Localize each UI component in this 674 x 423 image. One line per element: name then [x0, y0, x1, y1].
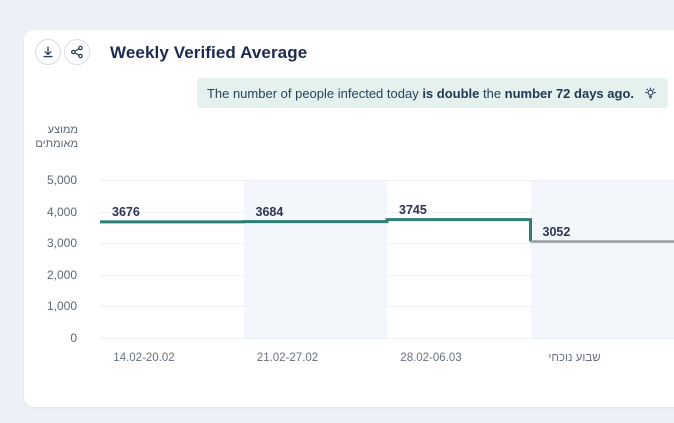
data-label: 3676: [112, 204, 140, 219]
data-label: 3684: [255, 204, 284, 219]
share-icon: [70, 45, 84, 59]
gridline: [100, 306, 674, 308]
y-tick-label: 5,000: [46, 173, 77, 187]
x-axis-label: 14.02-20.02: [113, 352, 175, 364]
step-line: [100, 218, 532, 242]
gridline: [100, 243, 674, 245]
chart-area: [100, 180, 674, 339]
gridline: [100, 211, 674, 213]
gridline: [100, 338, 674, 339]
insight-text-bold: number 72 days ago.: [504, 85, 634, 101]
plot-band: [530, 180, 674, 338]
download-icon: [41, 45, 55, 59]
plot-band: [243, 180, 387, 338]
insight-text: The number of people infected today: [206, 85, 423, 101]
y-tick-label: 3,000: [46, 236, 77, 251]
chart-card: Weekly Verified Average The number of pe…: [24, 30, 674, 407]
y-tick-label: 4,000: [46, 204, 77, 219]
insight-text-bold: is double: [422, 85, 480, 101]
y-tick-label: 0: [70, 331, 77, 345]
download-button[interactable]: [35, 39, 61, 65]
chart-title: Weekly Verified Average: [110, 43, 308, 62]
gridline: [100, 180, 674, 181]
share-button[interactable]: [64, 39, 90, 65]
insight-note: The number of people infected today is d…: [197, 78, 668, 108]
y-tick-label: 1,000: [46, 299, 77, 314]
y-tick-label: 2,000: [46, 267, 77, 282]
x-axis-label: 28.02-06.03: [400, 352, 462, 364]
x-axis-label: 21.02-27.02: [256, 352, 319, 364]
data-label: 3745: [399, 202, 427, 217]
y-axis-title: ממוצע מאומתים: [35, 124, 78, 151]
x-axis-label: שבוע נוכחי: [548, 352, 601, 364]
insight-text: the: [479, 85, 505, 101]
gridline: [100, 274, 674, 276]
lightbulb-icon: [643, 86, 658, 101]
data-label: 3052: [542, 224, 571, 239]
